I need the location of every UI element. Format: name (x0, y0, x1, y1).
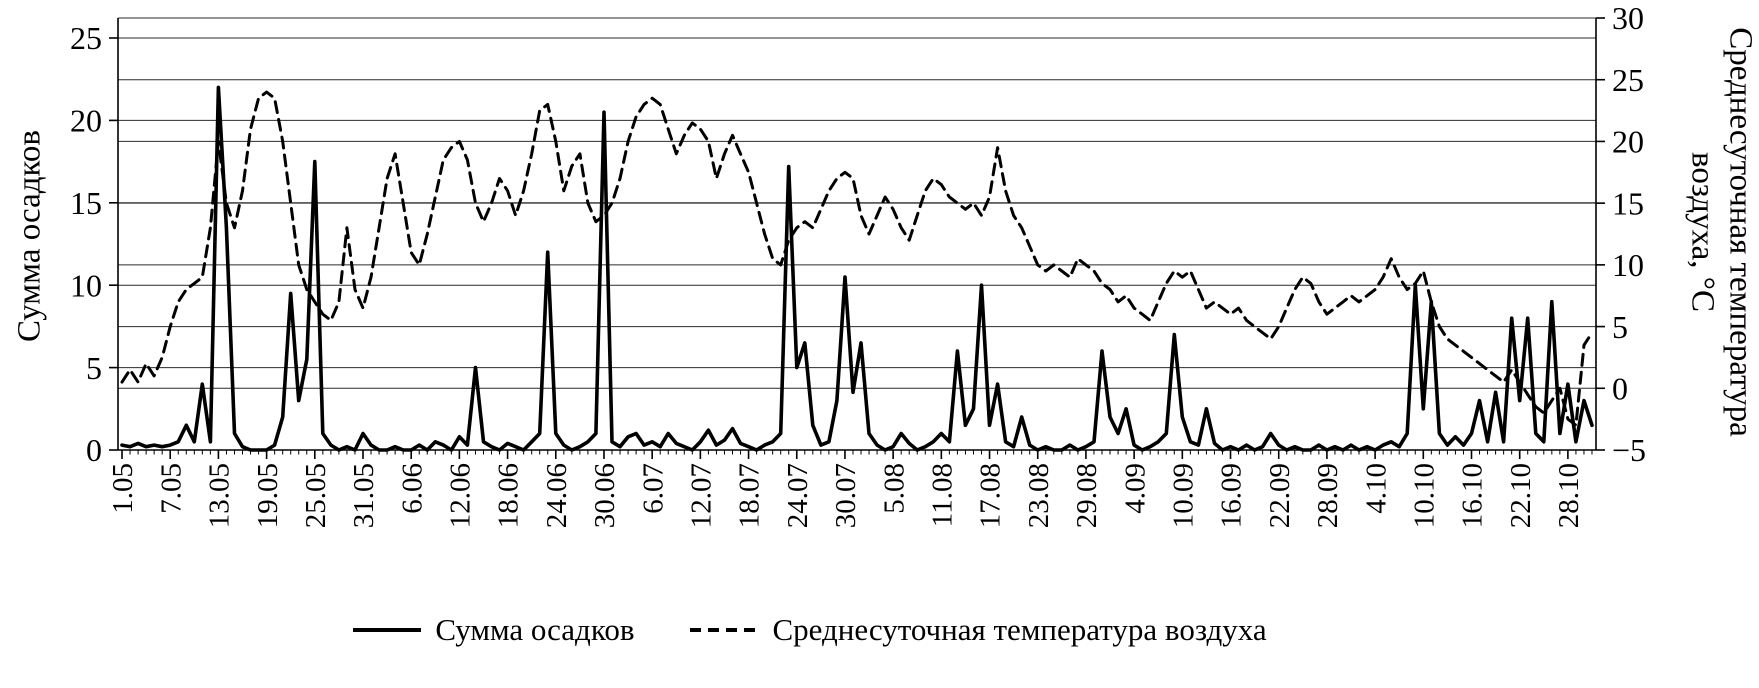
x-axis-tick-label: 28.10 (1553, 463, 1585, 528)
x-axis-tick-label: 24.07 (782, 463, 814, 528)
x-axis-tick-label: 25.05 (300, 463, 332, 528)
x-axis-tick-label: 5.08 (878, 463, 910, 514)
x-axis-tick-label: 7.05 (155, 463, 187, 514)
x-axis-tick-label: 17.08 (975, 463, 1007, 528)
x-axis-tick-label: 30.06 (589, 463, 621, 528)
x-axis-tick-label: 10.09 (1167, 463, 1199, 528)
x-axis-tick-label: 29.08 (1071, 463, 1103, 528)
x-axis-tick-label: 16.10 (1457, 463, 1489, 528)
left-axis-title: Сумма осадков (11, 130, 48, 342)
x-axis-tick-label: 19.05 (252, 463, 284, 528)
x-axis-tick-label: 18.07 (734, 463, 766, 528)
x-axis-tick-label: 16.09 (1216, 463, 1248, 528)
legend-item-temperature: Среднесуточная температура воздуха (690, 612, 1267, 648)
right-axis-tick-label: 25 (1612, 62, 1644, 98)
x-axis-tick-label: 4.09 (1119, 463, 1151, 514)
left-axis-tick-label: 10 (70, 267, 102, 303)
x-axis-tick-label: 6.07 (637, 463, 669, 514)
left-axis-tick-label: 25 (70, 20, 102, 56)
series-line-temperature (120, 90, 1594, 427)
x-axis-tick-label: 23.08 (1023, 463, 1055, 528)
right-axis-tick-label: 30 (1612, 0, 1644, 36)
legend-label-temperature: Среднесуточная температура воздуха (772, 612, 1267, 647)
x-axis-tick-label: 30.07 (830, 463, 862, 528)
x-axis-tick-label: 31.05 (348, 463, 380, 528)
solid-line-swatch (353, 628, 422, 632)
x-axis-tick-label: 28.09 (1312, 463, 1344, 528)
x-axis-tick-label: 22.09 (1264, 463, 1296, 528)
x-axis-tick-label: 1.05 (107, 463, 139, 514)
x-axis-tick-label: 24.06 (541, 463, 573, 528)
right-axis-tick-label: 5 (1612, 309, 1628, 345)
left-axis-tick-label: 15 (70, 185, 102, 221)
dashed-line-swatch (690, 628, 759, 632)
right-axis-tick-label: 10 (1612, 247, 1644, 283)
left-axis-tick-label: 0 (86, 432, 102, 468)
right-axis-title-line1: Среднесуточная температура (1722, 27, 1759, 437)
x-axis-tick-label: 12.07 (686, 463, 718, 528)
right-axis-title-line2: воздуха, °С (1684, 151, 1721, 313)
legend: Сумма осадков Среднесуточная температура… (0, 612, 1620, 648)
x-axis-tick-label: 12.06 (445, 463, 477, 528)
x-axis-tick-label: 4.10 (1360, 463, 1392, 514)
x-axis-tick-label: 6.06 (396, 463, 428, 514)
x-axis-tick-label: 22.10 (1505, 463, 1537, 528)
right-axis-tick-label: 20 (1612, 124, 1644, 160)
x-axis-tick-label: 10.10 (1408, 463, 1440, 528)
x-axis-tick-label: 18.06 (493, 463, 525, 528)
right-axis-tick-label: 0 (1612, 370, 1628, 406)
x-axis-tick-label: 11.08 (926, 463, 958, 527)
right-axis-tick-label: −5 (1612, 432, 1646, 468)
left-axis-tick-label: 5 (86, 350, 102, 386)
legend-label-precipitation: Сумма осадков (435, 612, 635, 647)
right-axis-tick-label: 15 (1612, 185, 1644, 221)
x-axis-tick-label: 13.05 (204, 463, 236, 528)
left-axis-tick-label: 20 (70, 103, 102, 139)
legend-item-precipitation: Сумма осадков (353, 612, 634, 648)
series-line-precipitation (120, 85, 1594, 452)
